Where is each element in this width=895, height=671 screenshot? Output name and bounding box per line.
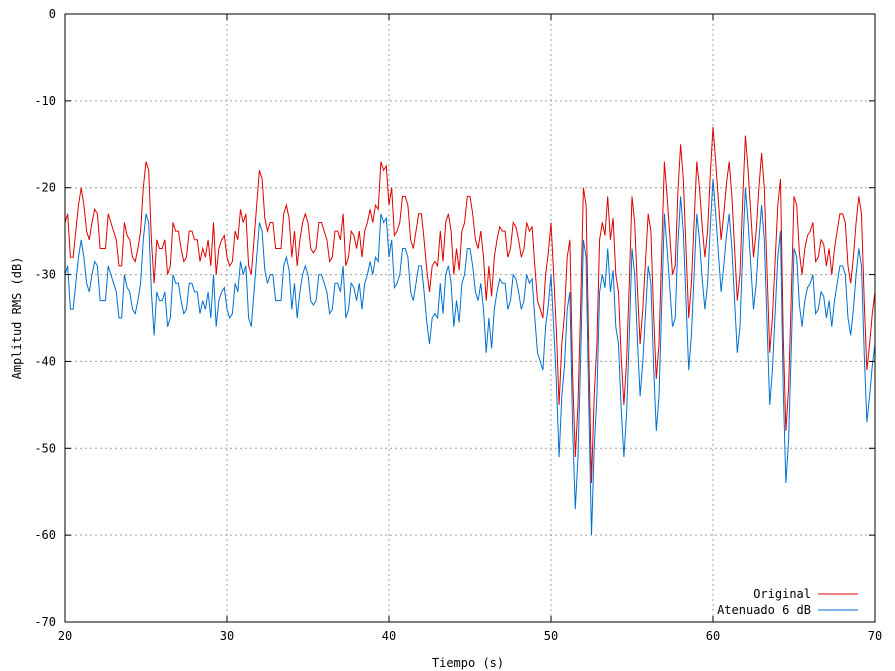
legend-label-original: Original [753,587,811,601]
grid [65,14,875,622]
x-tick-label: 40 [382,629,396,643]
x-tick-label: 70 [868,629,882,643]
y-tick-label: -30 [34,268,56,282]
axis-ticks: 20 30 40 50 60 70 -70 -60 -50 -40 -30 -20 -10 0 [34,7,882,643]
y-axis-label: Amplitud RMS (dB) [10,257,24,380]
legend: Original Atenuado 6 dB [717,587,858,617]
y-tick-label: -10 [34,94,56,108]
x-tick-label: 20 [58,629,72,643]
y-tick-label: -70 [34,615,56,629]
series-line-original [64,126,876,484]
series-line-atenuado [64,178,876,536]
plot-frame [64,13,876,623]
y-tick-label: -20 [34,181,56,195]
y-tick-label: 0 [49,7,56,21]
y-tick-label: -60 [34,528,56,542]
x-tick-label: 50 [544,629,558,643]
y-tick-label: -50 [34,441,56,455]
series-group [64,126,876,536]
y-tick-label: -40 [34,354,56,368]
x-tick-label: 60 [706,629,720,643]
x-tick-label: 30 [220,629,234,643]
legend-label-atenuado: Atenuado 6 dB [717,603,811,617]
x-axis-label: Tiempo (s) [432,656,504,670]
